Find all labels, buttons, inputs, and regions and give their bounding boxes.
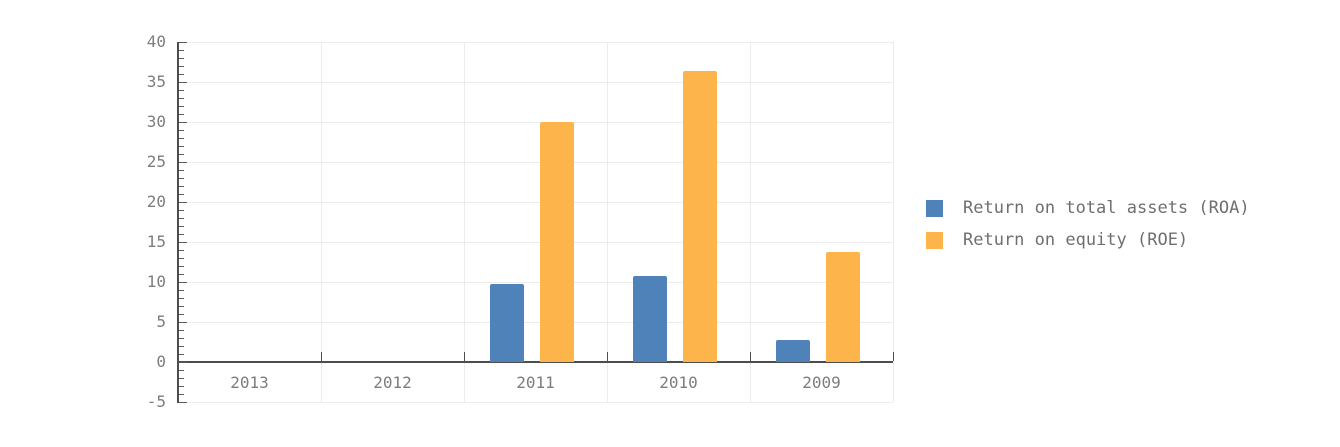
y-major-tick bbox=[179, 82, 187, 83]
gridline-v-1 bbox=[321, 42, 322, 402]
y-minor-tick bbox=[179, 50, 184, 51]
x-boundary-tick bbox=[750, 352, 751, 361]
roa-bar-2009[interactable] bbox=[775, 340, 810, 362]
y-minor-tick bbox=[179, 194, 184, 195]
legend-item-roa[interactable]: Return on total assets (ROA) bbox=[926, 198, 1250, 218]
y-major-tick bbox=[179, 242, 187, 243]
y-major-tick bbox=[179, 322, 187, 323]
y-minor-tick bbox=[179, 58, 184, 59]
y-axis-label-20: 20 bbox=[146, 192, 166, 211]
gridline-v-3 bbox=[607, 42, 608, 402]
y-minor-tick bbox=[179, 66, 184, 67]
legend-swatch-roe bbox=[926, 231, 943, 249]
gridline-h-20 bbox=[178, 202, 893, 203]
y-minor-tick bbox=[179, 226, 184, 227]
y-minor-tick bbox=[179, 298, 184, 299]
gridline-v-2 bbox=[464, 42, 465, 402]
y-minor-tick bbox=[179, 378, 184, 379]
y-axis-label-15: 15 bbox=[146, 232, 166, 251]
y-minor-tick bbox=[179, 146, 184, 147]
legend: Return on total assets (ROA) Return on e… bbox=[926, 198, 1250, 250]
x-axis-label-2009: 2009 bbox=[802, 373, 841, 392]
x-axis-label-2010: 2010 bbox=[659, 373, 698, 392]
y-minor-tick bbox=[179, 170, 184, 171]
y-major-tick bbox=[179, 402, 187, 403]
y-minor-tick bbox=[179, 354, 184, 355]
y-minor-tick bbox=[179, 266, 184, 267]
y-axis-label-5: 5 bbox=[156, 312, 166, 331]
x-axis-label-2011: 2011 bbox=[516, 373, 555, 392]
gridline-v-5 bbox=[893, 42, 894, 402]
gridline-h-35 bbox=[178, 82, 893, 83]
y-minor-tick bbox=[179, 98, 184, 99]
y-minor-tick bbox=[179, 186, 184, 187]
x-axis-line bbox=[178, 361, 893, 363]
y-minor-tick bbox=[179, 234, 184, 235]
legend-swatch-roa bbox=[926, 199, 943, 217]
y-axis-line bbox=[177, 42, 179, 403]
y-minor-tick bbox=[179, 130, 184, 131]
y-minor-tick bbox=[179, 138, 184, 139]
y-minor-tick bbox=[179, 218, 184, 219]
y-minor-tick bbox=[179, 90, 184, 91]
y-axis-label-0: 0 bbox=[156, 352, 166, 371]
x-axis-label-2013: 2013 bbox=[230, 373, 269, 392]
gridline-h-40 bbox=[178, 42, 893, 43]
x-boundary-tick bbox=[607, 352, 608, 361]
y-axis-label--5: -5 bbox=[146, 392, 166, 411]
y-major-tick bbox=[179, 42, 187, 43]
y-minor-tick bbox=[179, 106, 184, 107]
y-axis-label-25: 25 bbox=[146, 152, 166, 171]
x-boundary-tick bbox=[464, 352, 465, 361]
y-minor-tick bbox=[179, 210, 184, 211]
y-minor-tick bbox=[179, 250, 184, 251]
y-minor-tick bbox=[179, 306, 184, 307]
gridline-h-15 bbox=[178, 242, 893, 243]
y-minor-tick bbox=[179, 370, 184, 371]
y-minor-tick bbox=[179, 290, 184, 291]
legend-label-roa: Return on total assets (ROA) bbox=[963, 198, 1250, 218]
y-axis-label-30: 30 bbox=[146, 112, 166, 131]
y-axis-label-35: 35 bbox=[146, 72, 166, 91]
gridline-h-25 bbox=[178, 162, 893, 163]
roa-bar-2011[interactable] bbox=[489, 284, 524, 362]
y-minor-tick bbox=[179, 258, 184, 259]
y-minor-tick bbox=[179, 154, 184, 155]
y-minor-tick bbox=[179, 386, 184, 387]
gridline-h-30 bbox=[178, 122, 893, 123]
legend-item-roe[interactable]: Return on equity (ROE) bbox=[926, 230, 1250, 250]
legend-label-roe: Return on equity (ROE) bbox=[963, 230, 1189, 250]
gridline-v-4 bbox=[750, 42, 751, 402]
y-minor-tick bbox=[179, 338, 184, 339]
x-boundary-tick bbox=[893, 352, 894, 361]
y-minor-tick bbox=[179, 330, 184, 331]
y-minor-tick bbox=[179, 114, 184, 115]
y-major-tick bbox=[179, 202, 187, 203]
roe-bar-2010[interactable] bbox=[682, 70, 717, 362]
roa-bar-2010[interactable] bbox=[632, 275, 667, 362]
y-minor-tick bbox=[179, 74, 184, 75]
y-axis-label-10: 10 bbox=[146, 272, 166, 291]
y-minor-tick bbox=[179, 394, 184, 395]
y-major-tick bbox=[179, 362, 187, 363]
y-minor-tick bbox=[179, 274, 184, 275]
gridline-h-10 bbox=[178, 282, 893, 283]
y-major-tick bbox=[179, 162, 187, 163]
y-axis-label-40: 40 bbox=[146, 32, 166, 51]
roe-bar-2011[interactable] bbox=[539, 122, 574, 362]
x-axis-label-2012: 2012 bbox=[373, 373, 412, 392]
roe-bar-2009[interactable] bbox=[825, 251, 860, 362]
y-minor-tick bbox=[179, 314, 184, 315]
y-minor-tick bbox=[179, 178, 184, 179]
gridline-h-5 bbox=[178, 322, 893, 323]
y-major-tick bbox=[179, 122, 187, 123]
plot-area: 2013 2012 2011 2010 2009 bbox=[177, 42, 894, 403]
gridline-h--5 bbox=[178, 402, 893, 403]
y-major-tick bbox=[179, 282, 187, 283]
y-minor-tick bbox=[179, 346, 184, 347]
x-boundary-tick bbox=[321, 352, 322, 361]
